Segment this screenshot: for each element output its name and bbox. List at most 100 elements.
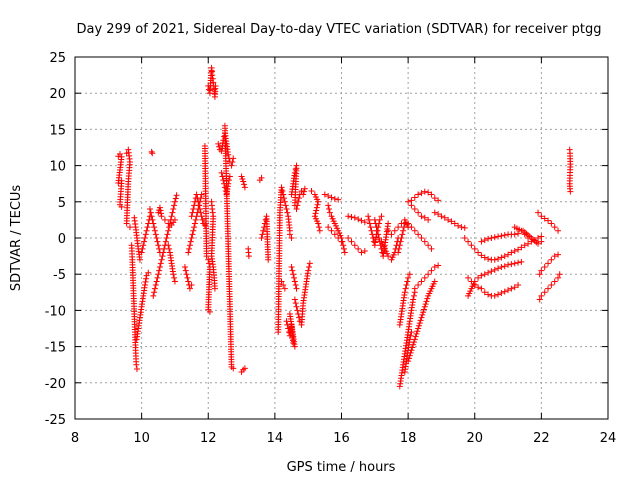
data-series xyxy=(291,260,313,328)
data-point xyxy=(149,216,156,223)
data-point xyxy=(438,213,445,220)
data-point xyxy=(491,292,498,299)
data-point xyxy=(515,246,522,253)
data-point xyxy=(406,271,413,278)
data-point xyxy=(425,271,432,278)
data-point xyxy=(373,224,380,231)
data-point xyxy=(341,249,348,256)
data-point xyxy=(538,238,545,245)
data-point xyxy=(415,209,422,216)
data-point xyxy=(488,268,495,275)
data-point xyxy=(230,365,237,372)
data-point xyxy=(551,224,558,231)
data-point xyxy=(157,260,164,267)
data-point xyxy=(146,206,153,213)
data-point xyxy=(188,213,195,220)
data-point xyxy=(541,215,548,222)
data-series xyxy=(431,209,468,231)
data-point xyxy=(281,285,288,292)
data-point xyxy=(515,230,522,237)
data-point xyxy=(184,274,191,281)
data-point xyxy=(141,235,148,241)
data-point xyxy=(283,206,290,213)
data-point xyxy=(374,227,381,234)
data-point xyxy=(501,232,508,239)
data-point xyxy=(331,195,338,202)
data-point xyxy=(555,227,562,234)
data-point xyxy=(498,263,505,270)
data-point xyxy=(478,252,485,259)
y-tick-label: 10 xyxy=(49,160,66,175)
data-point xyxy=(239,175,246,182)
data-point xyxy=(475,284,482,291)
data-point xyxy=(399,231,406,238)
data-point xyxy=(408,347,415,354)
data-point xyxy=(411,285,418,292)
data-point xyxy=(535,209,542,216)
data-series xyxy=(128,242,140,373)
data-point xyxy=(133,361,140,368)
data-point xyxy=(421,214,428,221)
data-point xyxy=(292,282,299,289)
data-point xyxy=(548,220,555,227)
data-series xyxy=(465,274,522,299)
data-series xyxy=(405,220,435,252)
data-point xyxy=(465,238,472,245)
data-point xyxy=(385,227,392,234)
data-point xyxy=(511,284,518,291)
data-series xyxy=(150,192,180,299)
data-point xyxy=(419,311,426,318)
data-point xyxy=(195,198,202,205)
data-point xyxy=(415,325,422,332)
x-tick-label: 14 xyxy=(267,431,284,446)
data-point xyxy=(278,184,285,191)
data-point xyxy=(228,162,235,169)
data-point xyxy=(155,242,162,249)
data-point xyxy=(158,256,165,263)
data-point xyxy=(118,203,125,210)
data-point xyxy=(145,269,152,276)
data-point xyxy=(400,224,407,231)
data-point xyxy=(405,220,412,227)
data-point xyxy=(495,255,502,262)
data-point xyxy=(538,267,545,274)
data-point xyxy=(415,191,422,198)
data-point xyxy=(471,278,478,285)
data-point xyxy=(325,224,332,231)
data-point xyxy=(147,209,154,216)
data-point xyxy=(161,216,168,223)
data-point xyxy=(448,218,455,225)
data-point xyxy=(139,245,146,252)
data-series xyxy=(345,213,368,226)
data-point xyxy=(431,278,438,285)
data-point xyxy=(351,214,358,221)
data-point xyxy=(511,248,518,255)
data-point xyxy=(163,235,170,241)
data-point xyxy=(478,272,485,279)
data-point xyxy=(292,300,299,307)
data-point xyxy=(388,231,395,238)
data-point xyxy=(431,209,438,216)
data-point xyxy=(123,220,130,227)
data-point xyxy=(422,301,429,308)
data-point xyxy=(326,206,333,213)
data-series xyxy=(535,209,562,234)
data-point xyxy=(538,292,545,299)
data-point xyxy=(535,235,542,241)
data-point xyxy=(541,289,548,296)
data-series xyxy=(461,235,532,263)
data-series xyxy=(181,263,195,292)
data-point xyxy=(485,235,492,242)
data-point xyxy=(133,366,140,373)
data-series xyxy=(396,271,413,328)
data-point xyxy=(515,259,522,266)
data-point xyxy=(201,221,208,228)
data-point xyxy=(545,217,552,224)
data-point xyxy=(196,202,203,209)
data-series xyxy=(365,213,385,249)
y-axis-label: SDTVAR / TECUs xyxy=(9,185,24,292)
data-point xyxy=(331,231,338,238)
data-point xyxy=(491,266,498,273)
